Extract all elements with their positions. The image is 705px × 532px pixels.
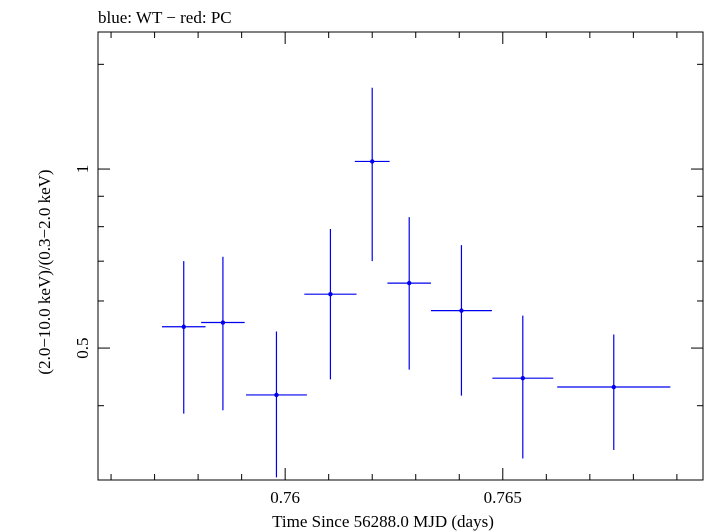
data-marker [220, 320, 226, 325]
data-marker [611, 384, 616, 390]
y-axis-label: (2.0−10.0 keV)/(0.3−2.0 keV) [35, 169, 54, 374]
data-point [430, 245, 492, 396]
data-point [354, 87, 390, 262]
data-marker [274, 392, 279, 398]
x-axis-label: Time Since 56288.0 MJD (days) [272, 512, 494, 531]
tick-labels: 0.76 0.765 0.5 1 [73, 165, 522, 507]
data-point [492, 315, 554, 459]
data-marker [407, 280, 412, 286]
data-marker [370, 159, 375, 164]
data-marker [181, 324, 186, 329]
data-point [161, 261, 206, 414]
y-tick-label: 1 [73, 165, 92, 174]
data-series [161, 87, 671, 478]
x-tick-label: 0.76 [270, 488, 300, 507]
x-tick-label: 0.765 [484, 488, 522, 507]
data-point [304, 228, 357, 380]
plot-frame [97, 31, 704, 481]
data-marker [459, 308, 464, 313]
y-tick-label: 0.5 [73, 337, 92, 358]
chart-title: blue: WT − red: PC [98, 8, 232, 27]
data-marker [328, 291, 333, 297]
axis-ticks [98, 32, 703, 481]
data-marker [520, 375, 526, 381]
data-point [387, 217, 431, 370]
data-point [201, 256, 245, 411]
data-point [245, 331, 307, 478]
data-point [557, 334, 671, 450]
